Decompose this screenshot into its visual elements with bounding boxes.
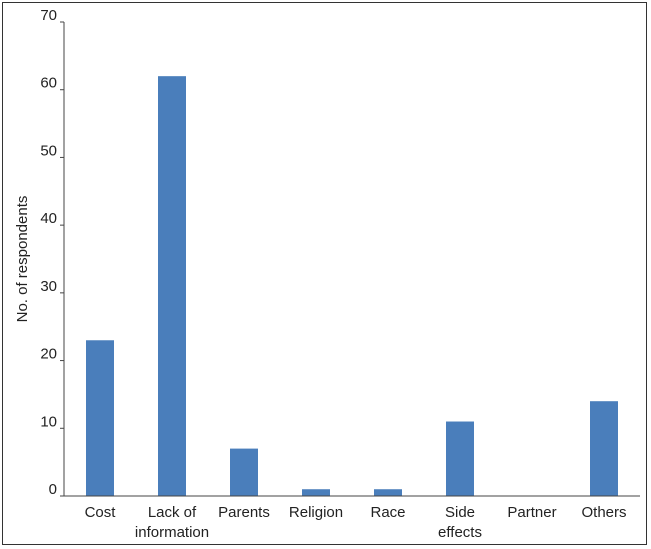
y-tick-label: 70 bbox=[40, 7, 57, 24]
y-tick-label: 60 bbox=[40, 75, 57, 92]
y-tick-labels: 0 10 20 30 40 50 60 70 bbox=[40, 7, 64, 498]
bars bbox=[86, 76, 618, 497]
y-axis-title: No. of respondents bbox=[14, 196, 31, 323]
x-tick-label: Cost bbox=[85, 504, 117, 521]
x-tick-label: Others bbox=[581, 504, 626, 521]
x-tick-label: Parents bbox=[218, 504, 270, 521]
bar bbox=[86, 340, 114, 496]
bar bbox=[590, 401, 618, 496]
x-tick-label: Lack of bbox=[148, 504, 197, 521]
y-tick-label: 40 bbox=[40, 210, 57, 227]
y-tick-label: 30 bbox=[40, 278, 57, 295]
bar bbox=[230, 448, 258, 496]
bar bbox=[446, 421, 474, 496]
x-tick-labels: Cost Lack of information Parents Religion Rac… bbox=[85, 504, 627, 541]
x-tick-label: information bbox=[135, 524, 209, 541]
y-tick-label: 50 bbox=[40, 142, 57, 159]
x-tick-label: Partner bbox=[507, 504, 556, 521]
y-tick-label: 0 bbox=[49, 481, 57, 498]
bar bbox=[374, 489, 402, 496]
y-tick-label: 10 bbox=[40, 413, 57, 430]
bar bbox=[158, 76, 186, 497]
x-tick-label: Race bbox=[370, 504, 405, 521]
x-tick-label: Side bbox=[445, 504, 475, 521]
bar bbox=[302, 489, 330, 496]
x-tick-label: effects bbox=[438, 524, 482, 541]
x-tick-label: Religion bbox=[289, 504, 343, 521]
y-tick-label: 20 bbox=[40, 346, 57, 363]
